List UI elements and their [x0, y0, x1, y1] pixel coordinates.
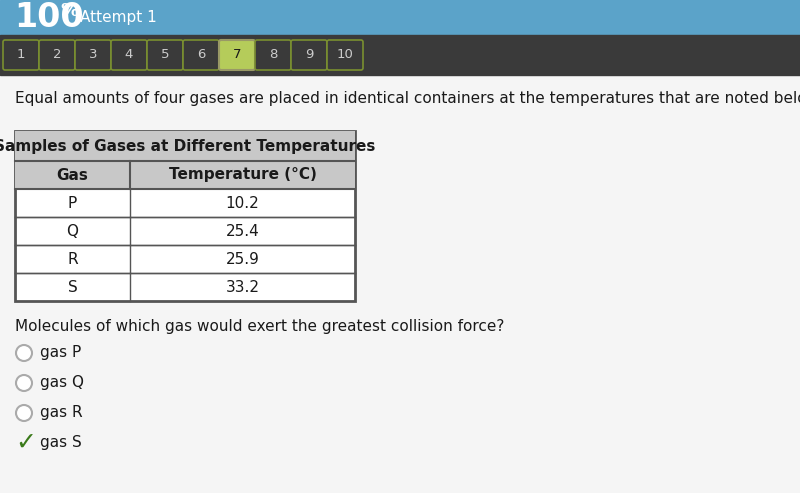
FancyBboxPatch shape — [75, 40, 111, 70]
Text: 7: 7 — [233, 48, 242, 62]
Text: 5: 5 — [161, 48, 170, 62]
Circle shape — [16, 345, 32, 361]
FancyBboxPatch shape — [219, 40, 255, 70]
Text: Attempt 1: Attempt 1 — [80, 10, 157, 25]
Text: 2: 2 — [53, 48, 62, 62]
Text: 4: 4 — [125, 48, 133, 62]
Text: ✓: ✓ — [15, 431, 36, 455]
Text: 10.2: 10.2 — [226, 196, 259, 211]
Text: 1: 1 — [17, 48, 26, 62]
Text: 25.9: 25.9 — [226, 251, 259, 267]
Text: P: P — [68, 196, 77, 211]
FancyBboxPatch shape — [255, 40, 291, 70]
Text: gas Q: gas Q — [40, 376, 84, 390]
Text: 9: 9 — [305, 48, 313, 62]
Text: 10: 10 — [337, 48, 354, 62]
FancyBboxPatch shape — [111, 40, 147, 70]
Bar — [15, 131, 355, 161]
Bar — [15, 131, 355, 301]
Text: 25.4: 25.4 — [226, 223, 259, 239]
Text: Equal amounts of four gases are placed in identical containers at the temperatur: Equal amounts of four gases are placed i… — [15, 91, 800, 106]
Text: 6: 6 — [197, 48, 205, 62]
Text: Molecules of which gas would exert the greatest collision force?: Molecules of which gas would exert the g… — [15, 319, 504, 334]
FancyBboxPatch shape — [147, 40, 183, 70]
Bar — [15, 161, 355, 189]
Text: %: % — [60, 2, 78, 21]
Text: 3: 3 — [89, 48, 98, 62]
Text: Q: Q — [66, 223, 78, 239]
Text: S: S — [68, 280, 78, 294]
Text: Gas: Gas — [57, 168, 89, 182]
Text: Samples of Gases at Different Temperatures: Samples of Gases at Different Temperatur… — [0, 139, 376, 153]
FancyBboxPatch shape — [183, 40, 219, 70]
Text: gas S: gas S — [40, 435, 82, 451]
Circle shape — [16, 375, 32, 391]
Text: Temperature (°C): Temperature (°C) — [169, 168, 317, 182]
Text: 33.2: 33.2 — [226, 280, 259, 294]
Text: 8: 8 — [269, 48, 277, 62]
Text: 100: 100 — [14, 1, 84, 34]
FancyBboxPatch shape — [327, 40, 363, 70]
Bar — [0, 0, 800, 35]
Text: R: R — [67, 251, 78, 267]
Bar — [0, 35, 800, 75]
Circle shape — [16, 405, 32, 421]
FancyBboxPatch shape — [39, 40, 75, 70]
Text: gas R: gas R — [40, 406, 82, 421]
FancyBboxPatch shape — [3, 40, 39, 70]
Text: gas P: gas P — [40, 346, 82, 360]
FancyBboxPatch shape — [291, 40, 327, 70]
